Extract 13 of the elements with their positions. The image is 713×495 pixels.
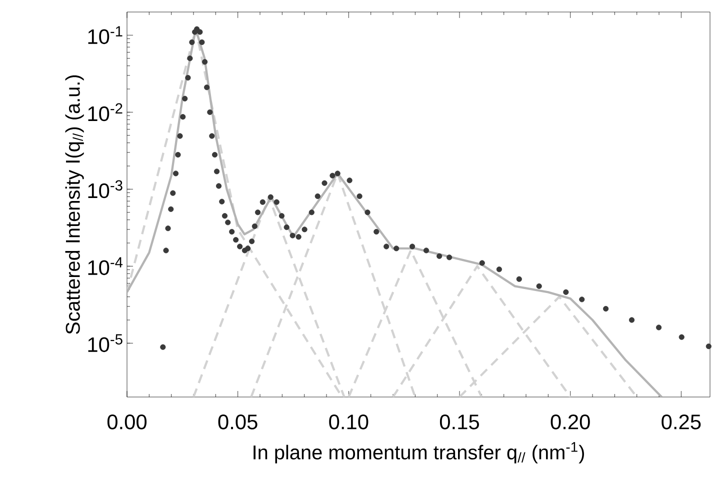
x-tick-label: 0.20 [550,414,590,430]
x-tick-label: 0.00 [107,414,147,430]
y-tick-label: 10$^{-4}$ [88,257,123,276]
y-tick-label: 10$^{-1}$ [88,26,122,44]
y-tick-label: 10$^{-5}$ [88,334,122,352]
x-tick-label: 0.10 [329,414,368,430]
x-tick-label: 0.05 [218,414,258,430]
y-axis-title: Scattered Intensity I(q$_{//}$) (a.u.) [65,75,84,334]
y-tick-label: 10$^{-3}$ [88,180,122,198]
x-axis-title: In plane momentum transfer q$_{//}$ (nm$^{-1}$) [254,442,584,464]
y-tick-label: 10$^{-2}$ [88,103,122,122]
x-tick-label: 0.15 [440,414,479,430]
x-tick-label: 0.25 [662,414,701,430]
